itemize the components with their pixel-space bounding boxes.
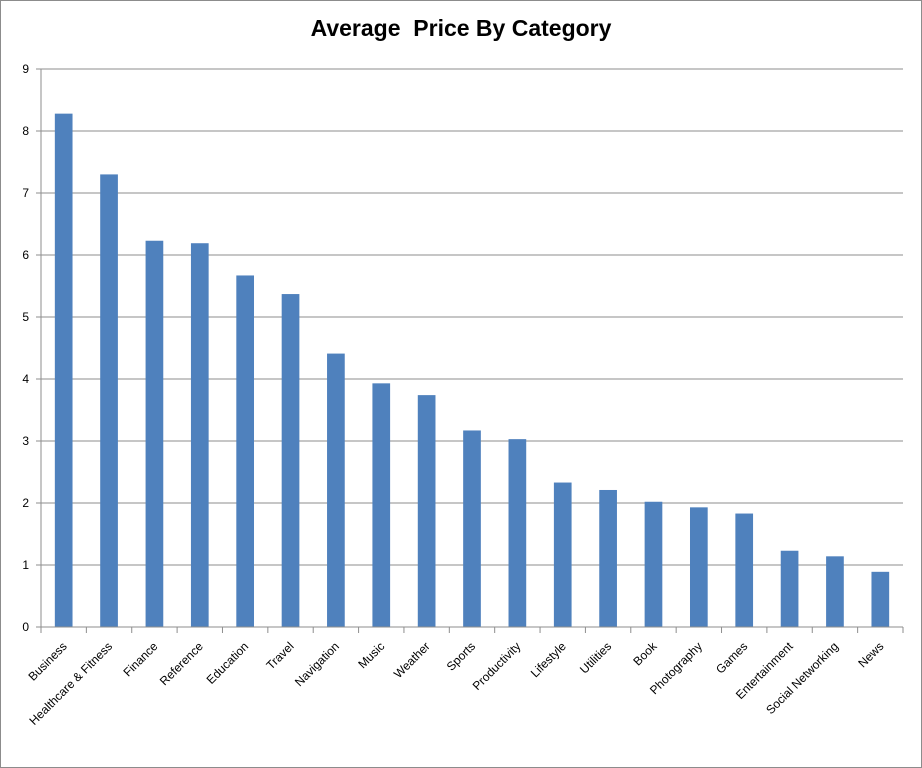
bar-reference	[190, 243, 209, 627]
y-tick-label: 0	[22, 620, 29, 634]
chart-title: Average Price By Category	[310, 15, 612, 41]
x-tick-label: Lifestyle	[528, 639, 569, 680]
x-tick-label: Book	[630, 639, 660, 669]
x-tick-label: Weather	[391, 639, 433, 681]
y-tick-label: 1	[22, 558, 29, 572]
bar-book	[644, 501, 663, 627]
x-tick-label: Education	[204, 639, 252, 687]
y-tick-label: 6	[22, 248, 29, 262]
bars	[54, 113, 890, 628]
x-tick-label: Finance	[120, 639, 160, 679]
y-tick-label: 7	[22, 186, 29, 200]
y-tick-label: 2	[22, 496, 29, 510]
bar-music	[372, 383, 391, 627]
bar-finance	[145, 240, 164, 628]
x-tick-label: Travel	[263, 639, 296, 672]
y-tick-label: 5	[22, 310, 29, 324]
y-tick-label: 9	[22, 62, 29, 76]
y-tick-label: 4	[22, 372, 29, 386]
x-tick-label: Business	[25, 639, 69, 683]
x-tick-label: Games	[713, 639, 750, 676]
bar-business	[54, 113, 73, 627]
bar-weather	[417, 395, 436, 627]
axes	[40, 69, 904, 633]
x-tick-label: Music	[355, 639, 387, 671]
bar-education	[236, 275, 255, 627]
bar-sports	[463, 430, 481, 627]
y-tick-label: 3	[22, 434, 29, 448]
bar-news	[871, 571, 890, 627]
bar-lifestyle	[553, 482, 572, 627]
x-tick-label: Healthcare & Fitness	[27, 639, 116, 728]
x-tick-label: News	[855, 639, 886, 670]
bar-games	[735, 513, 754, 627]
bar-healthcare-fitness	[100, 174, 118, 627]
y-tick-label: 8	[22, 124, 29, 138]
x-tick-label: Sports	[444, 639, 478, 673]
y-axis-ticks: 0 1 2 3 4 5 6 7 8 9	[22, 62, 41, 634]
bar-navigation	[327, 353, 345, 627]
bar-photography	[689, 507, 708, 627]
bar-utilities	[599, 489, 617, 627]
x-tick-label: Navigation	[292, 639, 342, 689]
bar-social-networking	[826, 556, 844, 627]
x-tick-label: Reference	[157, 639, 206, 688]
x-tick-label: Productivity	[470, 639, 524, 693]
bar-productivity	[508, 439, 527, 627]
x-tick-label: Utilities	[577, 639, 614, 676]
bar-entertainment	[780, 550, 799, 627]
bar-travel	[281, 294, 300, 627]
